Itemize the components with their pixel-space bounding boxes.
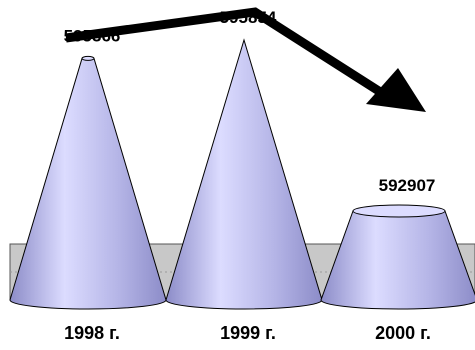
trend-arrow-icon xyxy=(65,7,426,112)
cone-1 xyxy=(9,55,167,310)
cone-top-cap xyxy=(352,204,446,218)
category-labels: 1998 г. 1999 г. 2000 г. xyxy=(64,323,431,343)
cone-series xyxy=(9,38,475,310)
cone-top-cap xyxy=(81,55,95,61)
category-label: 2000 г. xyxy=(375,323,431,343)
value-label: 595854 xyxy=(220,8,277,27)
cone-3 xyxy=(320,204,475,310)
cone-body xyxy=(320,210,475,310)
category-label: 1998 г. xyxy=(64,323,120,343)
value-label: 595366 xyxy=(64,26,121,45)
cone-2 xyxy=(165,38,323,310)
value-labels: 595366 595854 592907 xyxy=(64,8,436,195)
cone-body xyxy=(9,57,167,310)
cone-body xyxy=(165,38,323,310)
value-label: 592907 xyxy=(379,176,436,195)
category-label: 1999 г. xyxy=(220,323,276,343)
